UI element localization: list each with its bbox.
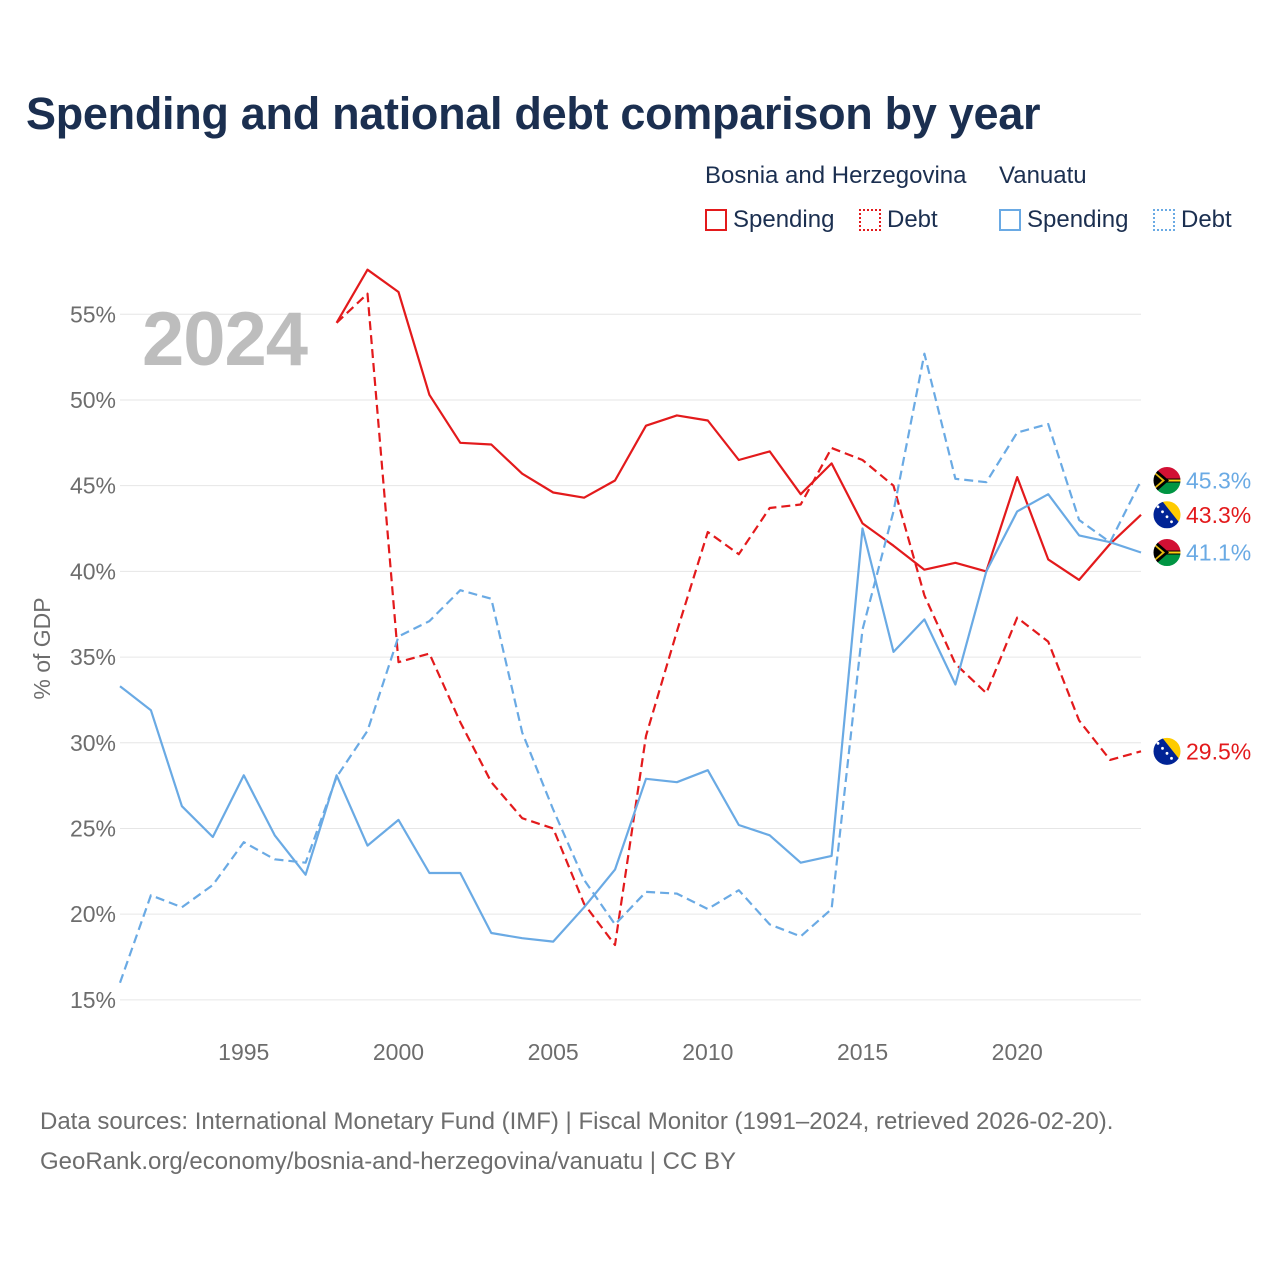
x-tick-label-2010: 2010 <box>682 1039 733 1065</box>
legend-swatch-vanuatu-debt <box>1153 209 1175 231</box>
legend-bosnia-spending[interactable]: Spending <box>705 204 834 236</box>
footer-url: GeoRank.org/economy/bosnia-and-herzegovi… <box>40 1148 736 1175</box>
legend-swatch-bosnia-spending <box>705 209 727 231</box>
legend-label-bosnia-spending: Spending <box>733 206 835 233</box>
y-tick-label-55: 55% <box>70 301 116 327</box>
y-axis-label: % of GDP <box>29 597 55 699</box>
end-flag-vanuatu-debt <box>1152 466 1182 496</box>
y-tick-label-50: 50% <box>70 387 116 413</box>
x-tick-label-2000: 2000 <box>373 1039 424 1065</box>
legend-label-bosnia-debt: Debt <box>887 206 938 233</box>
x-tick-label-1995: 1995 <box>218 1039 269 1065</box>
y-tick-label-45: 45% <box>70 473 116 499</box>
y-tick-label-35: 35% <box>70 644 116 670</box>
legend-vanuatu-spending[interactable]: Spending <box>999 204 1128 236</box>
end-flag-bosnia-debt <box>1152 736 1182 766</box>
legend-swatch-bosnia-debt <box>859 209 881 231</box>
series-line-bosnia-debt <box>335 292 1142 947</box>
y-tick-label-25: 25% <box>70 815 116 841</box>
y-tick-label-20: 20% <box>70 901 116 927</box>
legend-country-vanuatu: Vanuatu <box>999 162 1087 189</box>
end-label-vanuatu-spending: 41.1% <box>1186 540 1251 566</box>
y-tick-label-30: 30% <box>70 730 116 756</box>
end-label-vanuatu-debt: 45.3% <box>1186 468 1251 494</box>
year-label: 2024 <box>142 297 308 382</box>
y-tick-label-15: 15% <box>70 987 116 1013</box>
series-line-vanuatu-spending <box>119 493 1142 943</box>
end-flag-bosnia-spending <box>1152 500 1182 530</box>
end-label-bosnia-debt: 29.5% <box>1186 738 1251 764</box>
end-flag-vanuatu-spending <box>1152 538 1182 568</box>
series-line-bosnia-spending <box>335 268 1142 581</box>
x-tick-label-2005: 2005 <box>528 1039 579 1065</box>
y-tick-label-40: 40% <box>70 558 116 584</box>
legend-vanuatu-debt[interactable]: Debt <box>1153 204 1232 236</box>
chart-title: Spending and national debt comparison by… <box>26 88 1041 139</box>
end-label-bosnia-spending: 43.3% <box>1186 502 1251 528</box>
legend-label-vanuatu-debt: Debt <box>1181 206 1232 233</box>
series-line-vanuatu-debt <box>118 352 1142 984</box>
legend-bosnia-debt[interactable]: Debt <box>859 204 938 236</box>
x-tick-label-2015: 2015 <box>837 1039 888 1065</box>
legend-country-bosnia: Bosnia and Herzegovina <box>705 162 967 189</box>
footer-sources: Data sources: International Monetary Fun… <box>40 1108 1114 1135</box>
legend-swatch-vanuatu-spending <box>999 209 1021 231</box>
legend-label-vanuatu-spending: Spending <box>1027 206 1129 233</box>
x-tick-label-2020: 2020 <box>992 1039 1043 1065</box>
